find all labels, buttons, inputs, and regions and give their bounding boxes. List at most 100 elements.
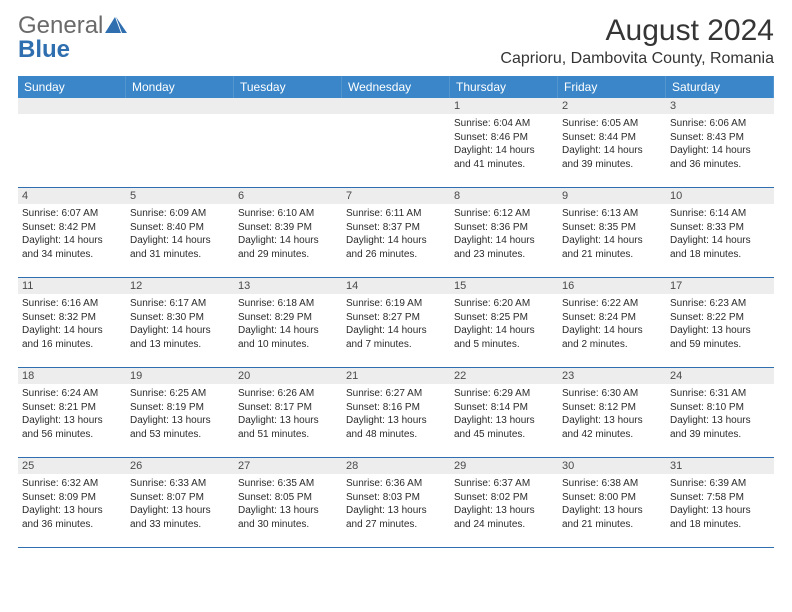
sunset-text: Sunset: 8:46 PM <box>454 131 554 145</box>
day-number: 24 <box>666 368 774 384</box>
daylight-text: Daylight: 14 hours and 5 minutes. <box>454 324 554 351</box>
sunrise-text: Sunrise: 6:19 AM <box>346 297 446 311</box>
day-number: 10 <box>666 188 774 204</box>
sunrise-text: Sunrise: 6:38 AM <box>562 477 662 491</box>
day-of-week-header: Thursday <box>450 76 558 98</box>
sunset-text: Sunset: 8:21 PM <box>22 401 122 415</box>
daylight-text: Daylight: 13 hours and 24 minutes. <box>454 504 554 531</box>
sunrise-text: Sunrise: 6:18 AM <box>238 297 338 311</box>
sunrise-text: Sunrise: 6:16 AM <box>22 297 122 311</box>
calendar-cell: 5Sunrise: 6:09 AMSunset: 8:40 PMDaylight… <box>126 188 234 278</box>
sail-icon <box>105 15 127 38</box>
calendar-cell: 18Sunrise: 6:24 AMSunset: 8:21 PMDayligh… <box>18 368 126 458</box>
logo: General Blue <box>18 14 127 62</box>
daylight-text: Daylight: 13 hours and 53 minutes. <box>130 414 230 441</box>
daylight-text: Daylight: 14 hours and 2 minutes. <box>562 324 662 351</box>
logo-general: General <box>18 12 103 39</box>
daylight-text: Daylight: 14 hours and 29 minutes. <box>238 234 338 261</box>
day-number <box>342 98 450 114</box>
day-number: 9 <box>558 188 666 204</box>
sunset-text: Sunset: 8:22 PM <box>670 311 770 325</box>
location: Caprioru, Dambovita County, Romania <box>500 50 774 68</box>
daylight-text: Daylight: 14 hours and 13 minutes. <box>130 324 230 351</box>
daylight-text: Daylight: 14 hours and 7 minutes. <box>346 324 446 351</box>
day-number: 15 <box>450 278 558 294</box>
sunset-text: Sunset: 8:19 PM <box>130 401 230 415</box>
daylight-text: Daylight: 14 hours and 36 minutes. <box>670 144 770 171</box>
calendar-grid: SundayMondayTuesdayWednesdayThursdayFrid… <box>18 76 774 548</box>
sunrise-text: Sunrise: 6:13 AM <box>562 207 662 221</box>
calendar-cell-empty <box>126 98 234 188</box>
calendar-cell: 23Sunrise: 6:30 AMSunset: 8:12 PMDayligh… <box>558 368 666 458</box>
calendar-cell: 13Sunrise: 6:18 AMSunset: 8:29 PMDayligh… <box>234 278 342 368</box>
calendar-cell: 25Sunrise: 6:32 AMSunset: 8:09 PMDayligh… <box>18 458 126 548</box>
calendar-cell: 16Sunrise: 6:22 AMSunset: 8:24 PMDayligh… <box>558 278 666 368</box>
day-number: 13 <box>234 278 342 294</box>
day-of-week-header: Saturday <box>666 76 774 98</box>
calendar-cell: 1Sunrise: 6:04 AMSunset: 8:46 PMDaylight… <box>450 98 558 188</box>
day-number: 7 <box>342 188 450 204</box>
day-of-week-header: Friday <box>558 76 666 98</box>
logo-blue: Blue <box>18 38 127 62</box>
sunset-text: Sunset: 8:12 PM <box>562 401 662 415</box>
day-number: 2 <box>558 98 666 114</box>
day-number: 20 <box>234 368 342 384</box>
daylight-text: Daylight: 13 hours and 45 minutes. <box>454 414 554 441</box>
day-number: 31 <box>666 458 774 474</box>
calendar-cell: 4Sunrise: 6:07 AMSunset: 8:42 PMDaylight… <box>18 188 126 278</box>
daylight-text: Daylight: 13 hours and 48 minutes. <box>346 414 446 441</box>
sunset-text: Sunset: 8:35 PM <box>562 221 662 235</box>
sunset-text: Sunset: 8:00 PM <box>562 491 662 505</box>
month-title: August 2024 <box>500 14 774 48</box>
sunset-text: Sunset: 8:02 PM <box>454 491 554 505</box>
day-number: 16 <box>558 278 666 294</box>
sunrise-text: Sunrise: 6:32 AM <box>22 477 122 491</box>
calendar-cell: 15Sunrise: 6:20 AMSunset: 8:25 PMDayligh… <box>450 278 558 368</box>
daylight-text: Daylight: 14 hours and 39 minutes. <box>562 144 662 171</box>
daylight-text: Daylight: 13 hours and 51 minutes. <box>238 414 338 441</box>
sunset-text: Sunset: 8:43 PM <box>670 131 770 145</box>
sunset-text: Sunset: 8:17 PM <box>238 401 338 415</box>
sunset-text: Sunset: 8:14 PM <box>454 401 554 415</box>
sunrise-text: Sunrise: 6:17 AM <box>130 297 230 311</box>
sunrise-text: Sunrise: 6:23 AM <box>670 297 770 311</box>
day-number: 3 <box>666 98 774 114</box>
day-number: 29 <box>450 458 558 474</box>
sunset-text: Sunset: 8:32 PM <box>22 311 122 325</box>
day-number: 18 <box>18 368 126 384</box>
sunset-text: Sunset: 8:39 PM <box>238 221 338 235</box>
calendar-cell: 27Sunrise: 6:35 AMSunset: 8:05 PMDayligh… <box>234 458 342 548</box>
day-number: 26 <box>126 458 234 474</box>
daylight-text: Daylight: 14 hours and 16 minutes. <box>22 324 122 351</box>
calendar-cell: 10Sunrise: 6:14 AMSunset: 8:33 PMDayligh… <box>666 188 774 278</box>
calendar-cell: 21Sunrise: 6:27 AMSunset: 8:16 PMDayligh… <box>342 368 450 458</box>
day-number <box>234 98 342 114</box>
day-number: 11 <box>18 278 126 294</box>
daylight-text: Daylight: 13 hours and 33 minutes. <box>130 504 230 531</box>
sunset-text: Sunset: 8:29 PM <box>238 311 338 325</box>
daylight-text: Daylight: 14 hours and 18 minutes. <box>670 234 770 261</box>
day-number: 1 <box>450 98 558 114</box>
calendar-cell: 11 Sunrise: 6:16 AMSunset: 8:32 PMDayligh… <box>18 278 126 368</box>
day-number: 23 <box>558 368 666 384</box>
sunrise-text: Sunrise: 6:26 AM <box>238 387 338 401</box>
calendar-cell: 14Sunrise: 6:19 AMSunset: 8:27 PMDayligh… <box>342 278 450 368</box>
sunset-text: Sunset: 8:03 PM <box>346 491 446 505</box>
calendar-cell: 19Sunrise: 6:25 AMSunset: 8:19 PMDayligh… <box>126 368 234 458</box>
day-number: 28 <box>342 458 450 474</box>
day-of-week-header: Monday <box>126 76 234 98</box>
day-of-week-header: Tuesday <box>234 76 342 98</box>
sunset-text: Sunset: 8:07 PM <box>130 491 230 505</box>
sunset-text: Sunset: 8:40 PM <box>130 221 230 235</box>
calendar-cell-empty <box>18 98 126 188</box>
daylight-text: Daylight: 14 hours and 23 minutes. <box>454 234 554 261</box>
daylight-text: Daylight: 14 hours and 31 minutes. <box>130 234 230 261</box>
sunset-text: Sunset: 7:58 PM <box>670 491 770 505</box>
day-number: 5 <box>126 188 234 204</box>
calendar-cell: 3Sunrise: 6:06 AMSunset: 8:43 PMDaylight… <box>666 98 774 188</box>
day-number: 6 <box>234 188 342 204</box>
daylight-text: Daylight: 13 hours and 30 minutes. <box>238 504 338 531</box>
calendar-cell: 30Sunrise: 6:38 AMSunset: 8:00 PMDayligh… <box>558 458 666 548</box>
daylight-text: Daylight: 13 hours and 42 minutes. <box>562 414 662 441</box>
sunrise-text: Sunrise: 6:31 AM <box>670 387 770 401</box>
